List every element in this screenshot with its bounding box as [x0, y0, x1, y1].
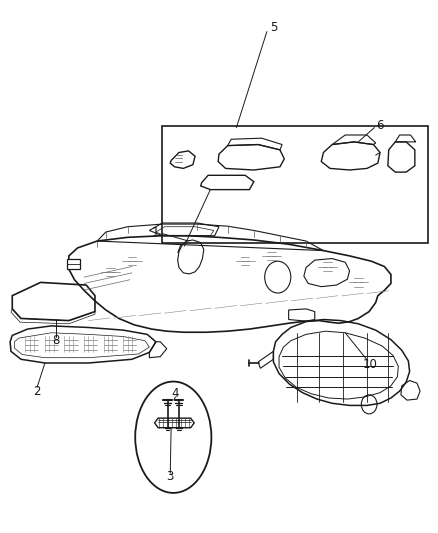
Text: 4: 4 — [172, 387, 179, 400]
Text: 1: 1 — [152, 225, 159, 239]
Text: 7: 7 — [175, 243, 183, 256]
Text: 8: 8 — [52, 334, 60, 347]
Text: 6: 6 — [376, 119, 384, 133]
Bar — [67, 259, 80, 269]
Text: 5: 5 — [270, 21, 277, 35]
Text: 3: 3 — [166, 471, 174, 483]
Bar — [162, 126, 428, 243]
Text: 10: 10 — [363, 358, 378, 371]
Text: 2: 2 — [33, 385, 41, 398]
